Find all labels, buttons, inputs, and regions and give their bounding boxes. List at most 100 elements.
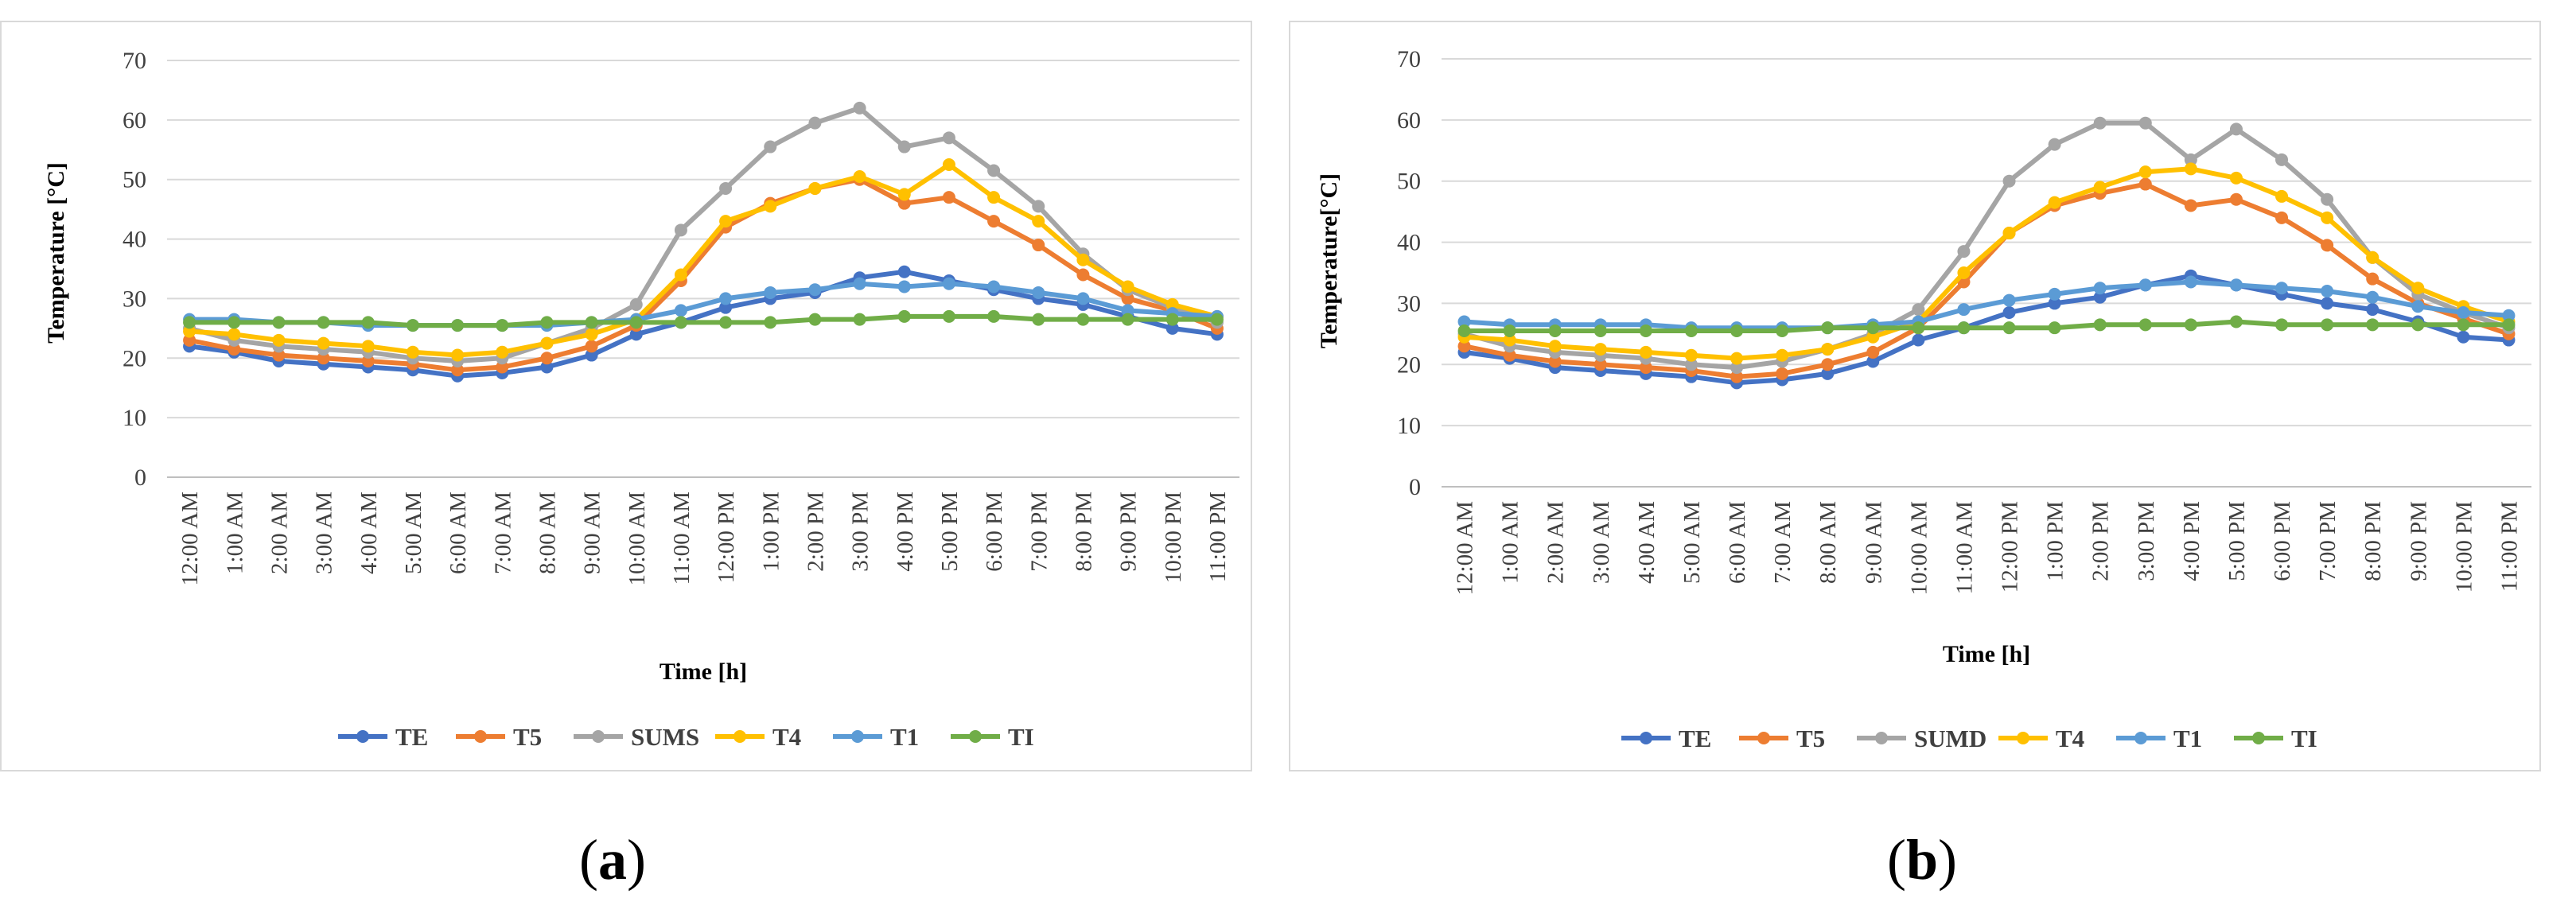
data-point-t5	[1730, 370, 1744, 383]
data-point-sumd	[1912, 303, 1925, 317]
data-point-t5	[1821, 358, 1835, 371]
data-point-sums	[897, 140, 911, 154]
x-axis-title: Time [h]	[660, 659, 747, 685]
caption-b: (b)	[1886, 828, 1957, 892]
data-point-ti	[496, 319, 509, 332]
legend-marker	[2017, 732, 2029, 744]
data-point-t4	[1593, 343, 1607, 356]
data-point-ti	[1776, 324, 1789, 338]
data-point-te	[2366, 303, 2379, 317]
data-point-te	[1821, 367, 1835, 380]
y-tick-label: 50	[123, 167, 146, 193]
data-point-t4	[1032, 215, 1045, 228]
data-point-sumd	[2184, 153, 2197, 166]
x-tick-label: 8:00 PM	[2360, 501, 2386, 581]
data-point-ti	[2229, 315, 2243, 328]
series-line-te	[1464, 273, 2509, 386]
data-point-t4	[1548, 340, 1562, 353]
data-point-t1	[897, 280, 911, 293]
y-axis-title: Temperature[°C]	[1316, 173, 1342, 348]
legend-label: SUMD	[1914, 725, 1986, 752]
data-point-ti	[2411, 318, 2425, 332]
data-point-ti	[1957, 321, 1971, 335]
data-point-t4	[987, 191, 1001, 204]
data-point-te	[1912, 333, 1925, 347]
legend-marker	[969, 730, 982, 743]
y-tick-label: 0	[134, 464, 146, 491]
series-line-t4	[189, 162, 1218, 358]
data-point-t4	[1730, 352, 1744, 365]
data-point-t5	[1548, 355, 1562, 368]
x-tick-label: 1:00 PM	[758, 492, 784, 572]
x-tick-label: 9:00 AM	[580, 492, 605, 574]
x-tick-label: 2:00 PM	[803, 492, 828, 572]
data-point-ti	[1548, 324, 1562, 338]
data-point-t4	[585, 328, 598, 341]
data-point-ti	[1121, 313, 1134, 326]
series-line-t4	[1464, 166, 2510, 361]
data-point-t5	[272, 348, 286, 362]
data-point-t1	[1457, 315, 1471, 328]
data-point-t4	[183, 324, 197, 338]
y-tick-label: 20	[123, 345, 146, 371]
data-point-t4	[1121, 280, 1134, 293]
data-point-t5	[1503, 348, 1516, 362]
data-point-t5	[1639, 361, 1652, 375]
data-point-t5	[228, 343, 241, 356]
x-tick-label: 4:00 AM	[1634, 501, 1660, 584]
chart-panel-b: 0 10 20 30 40 50 60 70 12:00 AM 1:00 AM 2:00 AM 3:0…	[1289, 21, 2541, 771]
data-point-sumd	[2093, 116, 2107, 130]
legend-item-sumd: SUMD	[1857, 725, 1986, 752]
caption-b-letter: b	[1905, 828, 1939, 892]
data-point-ti	[1730, 324, 1744, 338]
data-point-t4	[361, 340, 375, 353]
data-point-t5	[942, 191, 955, 204]
y-tick-label: 0	[1409, 474, 1421, 500]
data-point-te	[2002, 305, 2016, 319]
data-point-ti	[406, 319, 419, 332]
data-point-ti	[361, 316, 375, 329]
data-point-te	[1866, 355, 1880, 368]
data-point-t4	[1776, 348, 1789, 362]
series-line-t1	[189, 281, 1218, 328]
data-point-sums	[674, 223, 687, 237]
data-point-t1	[1121, 304, 1134, 317]
data-point-ti	[764, 316, 777, 329]
x-tick-label: 10:00 PM	[2451, 501, 2477, 593]
data-point-sums	[808, 116, 822, 130]
caption-a: (a)	[579, 828, 646, 892]
legend-marker	[733, 730, 746, 743]
data-point-t1	[1032, 286, 1045, 299]
caption-a-letter: a	[598, 828, 627, 892]
series-line-ti	[189, 313, 1217, 328]
x-tick-label: 6:00 PM	[2270, 501, 2295, 581]
data-point-t4	[2366, 251, 2379, 264]
data-point-sums	[719, 181, 733, 195]
x-axis-title: Time [h]	[1943, 641, 2030, 667]
data-point-t1	[2502, 309, 2516, 322]
x-tick-label: 8:00 PM	[1071, 492, 1096, 572]
data-point-sumd	[2275, 153, 2289, 166]
data-point-t1	[1957, 303, 1971, 317]
series-line-t5	[189, 177, 1219, 373]
data-point-ti	[2138, 318, 2152, 332]
data-point-t5	[897, 196, 911, 210]
data-point-t4	[2321, 211, 2334, 224]
data-point-te	[719, 301, 733, 314]
legend-label: T1	[890, 723, 919, 751]
y-tick-label: 30	[123, 286, 146, 312]
data-point-ti	[853, 313, 866, 326]
data-point-t4	[853, 169, 866, 183]
data-point-ti	[1866, 321, 1880, 335]
data-point-t5	[361, 355, 375, 368]
data-point-t5	[1121, 292, 1134, 305]
data-point-ti	[1032, 313, 1045, 326]
data-point-ti	[1165, 313, 1179, 326]
data-point-t5	[496, 360, 509, 374]
legend-label: T5	[513, 723, 542, 751]
data-point-t1	[2093, 282, 2107, 295]
x-tick-label: 6:00 AM	[1725, 501, 1750, 584]
data-point-t4	[2411, 282, 2425, 295]
x-tick-label: 4:00 PM	[893, 492, 918, 572]
data-point-t4	[1866, 330, 1880, 344]
